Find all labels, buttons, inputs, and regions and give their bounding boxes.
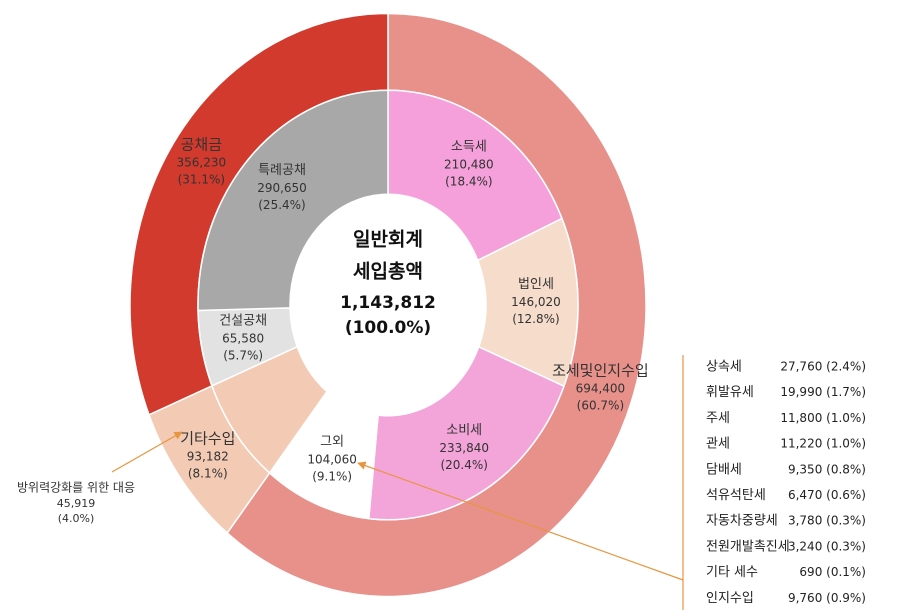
inner-value: 233,840 (439, 441, 489, 455)
center-title: 일반회계 (353, 229, 423, 251)
annotation-text: 방위력강화를 위한 대응 (17, 481, 135, 495)
inner-percent: (12.8%) (512, 312, 559, 326)
outer-percent: (8.1%) (188, 467, 228, 481)
inner-label: 소득세 (451, 139, 487, 154)
outer-value: 93,182 (187, 450, 229, 464)
inner-percent: (5.7%) (223, 349, 263, 363)
total-percent: (100.0%) (345, 318, 431, 338)
inner-value: 290,650 (257, 181, 307, 195)
annotation-percent: (4.0%) (58, 512, 95, 525)
breakdown-value: 9,760 (0.9%) (788, 591, 866, 605)
breakdown-name: 휘발유세 (706, 385, 754, 400)
inner-label: 건설공채 (219, 314, 267, 329)
breakdown-value: 3,240 (0.3%) (788, 539, 866, 553)
annotation-arrow (111, 431, 183, 473)
breakdown-name: 담배세 (706, 462, 742, 477)
breakdown-value: 6,470 (0.6%) (788, 488, 866, 502)
breakdown-name: 기타 세수 (706, 565, 758, 580)
inner-label: 그외 (320, 434, 344, 449)
breakdown-name: 자동차중량세 (706, 514, 778, 529)
inner-slice (367, 345, 565, 521)
outer-label: 조세및인지수입 (552, 361, 649, 379)
breakdown-value: 11,800 (1.0%) (780, 411, 866, 425)
inner-slice (197, 89, 389, 312)
outer-label: 기타수입 (180, 430, 235, 448)
breakdown-value: 19,990 (1.7%) (780, 385, 866, 399)
inner-value: 210,480 (444, 157, 494, 171)
inner-percent: (18.4%) (445, 174, 492, 188)
breakdown-value: 3,780 (0.3%) (788, 514, 866, 528)
breakdown-value: 27,760 (2.4%) (780, 360, 866, 374)
inner-label: 소비세 (446, 423, 482, 438)
rings (129, 12, 647, 598)
breakdown-value: 690 (0.1%) (799, 565, 866, 579)
breakdown-value: 11,220 (1.0%) (780, 437, 866, 451)
breakdown-name: 석유석탄세 (706, 488, 766, 503)
annotation-value: 45,919 (57, 497, 96, 510)
breakdown-name: 주세 (706, 411, 730, 426)
breakdown-name: 인지수입 (706, 591, 754, 606)
inner-percent: (25.4%) (258, 198, 305, 212)
center-title: 세입총액 (353, 261, 423, 283)
breakdown-arrow (357, 461, 684, 581)
breakdown-name: 전원개발촉진세 (706, 539, 790, 554)
breakdown-name: 상속세 (706, 360, 742, 375)
outer-percent: (60.7%) (577, 398, 624, 412)
breakdown-name: 관세 (706, 437, 730, 452)
inner-percent: (20.4%) (440, 458, 487, 472)
inner-value: 146,020 (511, 295, 561, 309)
outer-label: 공채금 (181, 136, 223, 154)
inner-value: 65,580 (222, 332, 264, 346)
outer-percent: (31.1%) (178, 173, 225, 187)
inner-percent: (9.1%) (312, 469, 352, 483)
total-value: 1,143,812 (340, 293, 436, 313)
inner-value: 104,060 (307, 452, 357, 466)
inner-slice (387, 89, 563, 262)
breakdown-value: 9,350 (0.8%) (788, 462, 866, 476)
outer-value: 356,230 (177, 156, 227, 170)
inner-label: 법인세 (518, 277, 554, 292)
inner-label: 특례공채 (258, 163, 306, 178)
outer-value: 694,400 (576, 381, 626, 395)
